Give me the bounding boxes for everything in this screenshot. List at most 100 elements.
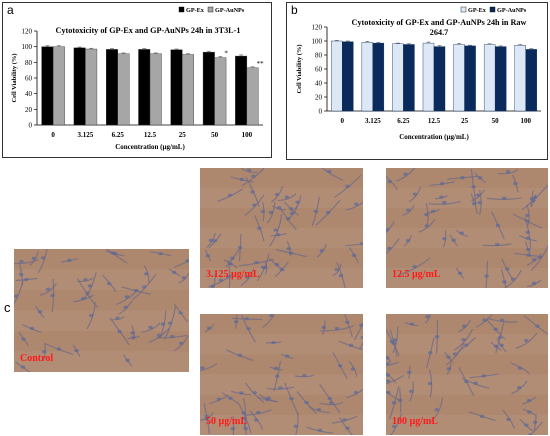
cell-nucleus	[160, 322, 166, 326]
micrograph-shade	[386, 188, 548, 208]
cell-nucleus	[348, 343, 354, 347]
bar-gp-aunps	[182, 54, 194, 126]
cell-nucleus	[391, 401, 397, 405]
x-tick-label: 50	[492, 117, 500, 125]
cell-nucleus	[461, 338, 466, 342]
cell-nucleus	[271, 341, 276, 345]
cell-nucleus	[167, 321, 173, 325]
cell-nucleus	[246, 168, 252, 172]
cell-nucleus	[477, 201, 482, 205]
cell-nucleus	[387, 246, 392, 250]
bar-gp-aunps	[52, 46, 65, 126]
cell-nucleus	[254, 418, 259, 422]
cell-nucleus	[484, 274, 489, 278]
cell-nucleus	[185, 259, 189, 263]
bar-gp-ex	[392, 43, 404, 112]
x-tick-label: 25	[179, 131, 187, 139]
cell-nucleus	[319, 249, 324, 253]
cell-nucleus	[325, 211, 331, 215]
cell-nucleus	[42, 350, 47, 354]
cell-nucleus	[439, 195, 444, 199]
cell-nucleus	[316, 407, 322, 412]
cell	[264, 261, 268, 275]
cell	[428, 200, 461, 205]
bar-gp-ex	[106, 49, 118, 126]
cell-nucleus	[20, 365, 26, 369]
cell	[72, 344, 81, 357]
cell-nucleus	[237, 246, 243, 250]
micrograph-control: Control	[14, 249, 189, 372]
cell-nucleus	[40, 256, 46, 260]
cell-nucleus	[499, 318, 505, 322]
cell-nucleus	[446, 355, 451, 359]
micrograph-100: 100 µg/mL	[386, 314, 548, 435]
cell	[526, 204, 530, 227]
cell-nucleus	[506, 417, 511, 421]
cell-nucleus	[285, 354, 290, 358]
cell-nucleus	[434, 408, 439, 412]
cell	[390, 412, 403, 435]
cell-nucleus	[254, 260, 259, 265]
cell-nucleus	[386, 227, 390, 232]
cell-nucleus	[234, 320, 239, 324]
y-tick-label: 100	[312, 38, 323, 46]
legend-swatch	[207, 6, 214, 13]
cell-nucleus	[360, 241, 363, 246]
bar-gp-aunps	[342, 41, 354, 112]
cell-nucleus	[338, 274, 344, 278]
bar-gp-aunps	[464, 45, 476, 112]
cell	[496, 338, 507, 353]
cell-nucleus	[393, 338, 398, 342]
cell-nucleus	[359, 323, 363, 327]
cell-nucleus	[244, 275, 250, 279]
cell-nucleus	[525, 213, 530, 217]
cell-nucleus	[471, 185, 476, 189]
x-tick-label: 100	[520, 117, 531, 125]
x-axis-label: Concentration (µg/mL)	[399, 133, 469, 141]
cell-nucleus	[342, 418, 347, 422]
cell	[453, 328, 474, 351]
bar-gp-ex	[514, 45, 526, 112]
cell-nucleus	[457, 271, 463, 275]
chart-a-svg: Cytotoxicity of GP-Ex and GP-AuNPs 24h i…	[11, 6, 264, 151]
cell	[109, 317, 130, 346]
cell-nucleus	[494, 344, 499, 348]
y-tick-label: 60	[315, 66, 323, 74]
cell-nucleus	[517, 385, 522, 390]
bar-gp-ex	[170, 49, 183, 126]
cell	[319, 401, 344, 406]
cell	[105, 250, 125, 257]
x-tick-label: 0	[51, 131, 55, 139]
cell	[14, 259, 39, 265]
cell-nucleus	[327, 396, 332, 401]
cell-nucleus	[218, 278, 224, 282]
cell-nucleus	[265, 398, 270, 402]
cell-nucleus	[278, 386, 283, 390]
micrograph-label: 100 µg/mL	[392, 416, 439, 427]
cell-nucleus	[304, 400, 309, 405]
cell-nucleus	[204, 417, 209, 421]
cell	[386, 390, 402, 403]
micrograph-label: Control	[20, 353, 54, 364]
cell	[501, 258, 514, 280]
cell-nucleus	[239, 177, 245, 181]
cell-nucleus	[256, 410, 261, 414]
cell-nucleus	[250, 190, 255, 194]
cell-nucleus	[464, 379, 469, 384]
legend-swatch	[489, 6, 496, 13]
cell-nucleus	[525, 230, 531, 235]
cell	[213, 274, 216, 288]
cell-nucleus	[354, 202, 359, 206]
cell-nucleus	[475, 193, 480, 197]
bar-gp-aunps	[372, 42, 385, 112]
cell-nucleus	[212, 239, 218, 243]
cell-nucleus	[284, 195, 290, 199]
micrograph-3125-image	[200, 168, 363, 288]
cell-nucleus	[386, 362, 390, 366]
y-tick-label: 60	[25, 75, 33, 83]
cell-nucleus	[274, 374, 280, 378]
cell	[470, 193, 478, 215]
micrograph-shade	[386, 374, 548, 395]
cell	[455, 267, 465, 279]
cell-nucleus	[505, 267, 510, 271]
